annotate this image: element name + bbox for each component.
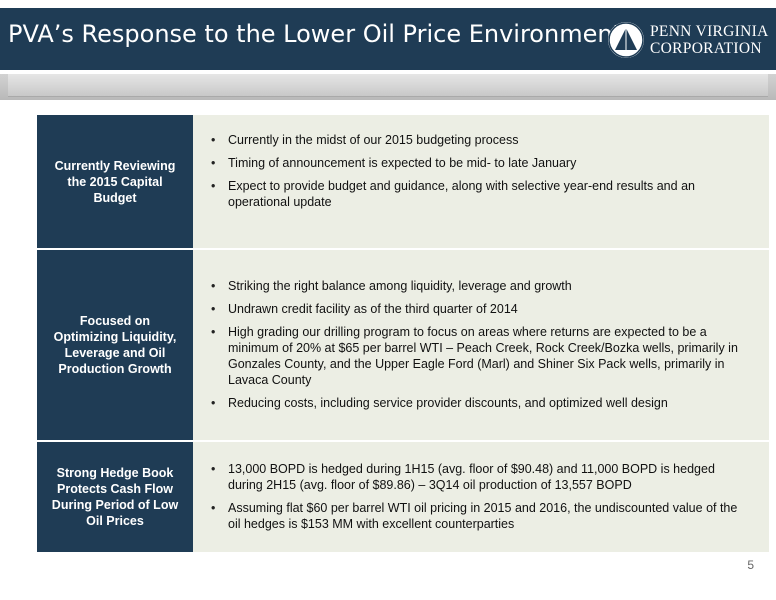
bullet-list: Striking the right balance among liquidi… (209, 271, 753, 418)
bullet-item: Reducing costs, including service provid… (209, 395, 753, 411)
bullet-item: Currently in the midst of our 2015 budge… (209, 132, 753, 148)
bullet-list: 13,000 BOPD is hedged during 1H15 (avg. … (209, 454, 753, 539)
table-row: Currently Reviewing the 2015 Capital Bud… (37, 115, 769, 250)
response-table: Currently Reviewing the 2015 Capital Bud… (37, 115, 769, 552)
table-row: Strong Hedge Book Protects Cash Flow Dur… (37, 442, 769, 552)
page-number: 5 (747, 558, 754, 572)
bullet-item: Undrawn credit facility as of the third … (209, 301, 753, 317)
bullet-item: Timing of announcement is expected to be… (209, 155, 753, 171)
table-row: Focused on Optimizing Liquidity, Leverag… (37, 250, 769, 442)
logo-wordmark: PENN VIRGINIA CORPORATION (650, 23, 769, 57)
bullet-item: High grading our drilling program to foc… (209, 324, 753, 388)
slide-title: PVA’s Response to the Lower Oil Price En… (8, 20, 622, 48)
bullet-item: Assuming flat $60 per barrel WTI oil pri… (209, 500, 753, 532)
bullet-item: Expect to provide budget and guidance, a… (209, 178, 753, 210)
bullet-item: 13,000 BOPD is hedged during 1H15 (avg. … (209, 461, 753, 493)
triangle-logo-icon (608, 22, 644, 58)
bullet-list: Currently in the midst of our 2015 budge… (209, 132, 753, 210)
logo-line-2: CORPORATION (650, 40, 762, 57)
company-logo: PENN VIRGINIA CORPORATION (608, 22, 768, 66)
decorative-bar-inner (8, 74, 768, 97)
row-label: Strong Hedge Book Protects Cash Flow Dur… (37, 442, 193, 552)
row-label: Focused on Optimizing Liquidity, Leverag… (37, 250, 193, 440)
bullet-item: Striking the right balance among liquidi… (209, 278, 753, 294)
title-banner: PVA’s Response to the Lower Oil Price En… (0, 8, 776, 70)
row-content: 13,000 BOPD is hedged during 1H15 (avg. … (193, 442, 769, 552)
row-content: Currently in the midst of our 2015 budge… (193, 115, 769, 248)
logo-line-1: PENN VIRGINIA (650, 23, 769, 40)
row-label: Currently Reviewing the 2015 Capital Bud… (37, 115, 193, 248)
row-content: Striking the right balance among liquidi… (193, 250, 769, 440)
